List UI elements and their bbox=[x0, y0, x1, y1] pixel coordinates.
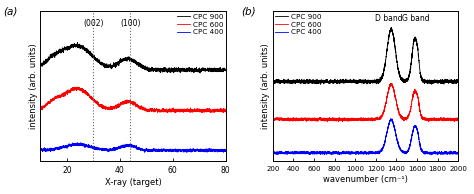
CPC 400 bbox=[440, 152, 446, 154]
CPC 400 bbox=[109, 149, 114, 152]
Line: CPC 400: CPC 400 bbox=[273, 119, 458, 155]
CPC 900 bbox=[74, 41, 80, 44]
CPC 900 bbox=[59, 50, 64, 53]
CPC 900 bbox=[348, 81, 354, 83]
CPC 400 bbox=[348, 152, 354, 155]
Text: (a): (a) bbox=[3, 7, 18, 17]
CPC 600 bbox=[270, 119, 275, 121]
CPC 600 bbox=[349, 119, 355, 121]
CPC 600 bbox=[70, 89, 75, 91]
CPC 900 bbox=[109, 66, 114, 68]
CPC 600 bbox=[223, 111, 228, 113]
CPC 600 bbox=[74, 86, 80, 88]
CPC 400 bbox=[388, 118, 394, 120]
CPC 400 bbox=[219, 149, 225, 151]
Y-axis label: intensity (arb. units): intensity (arb. units) bbox=[28, 43, 37, 129]
CPC 600 bbox=[200, 110, 205, 113]
CPC 600 bbox=[348, 118, 354, 120]
CPC 400 bbox=[270, 152, 275, 154]
Legend: CPC 900, CPC 600, CPC 400: CPC 900, CPC 600, CPC 400 bbox=[177, 14, 224, 35]
Text: (100): (100) bbox=[120, 19, 141, 28]
CPC 400 bbox=[184, 151, 190, 154]
CPC 600 bbox=[109, 108, 114, 110]
Text: (b): (b) bbox=[241, 7, 256, 17]
CPC 900 bbox=[358, 81, 364, 83]
Y-axis label: intensity (arb. units): intensity (arb. units) bbox=[261, 43, 270, 129]
CPC 400 bbox=[200, 150, 205, 152]
CPC 600 bbox=[172, 112, 178, 114]
CPC 900 bbox=[318, 83, 323, 85]
CPC 600 bbox=[117, 104, 122, 107]
CPC 900 bbox=[223, 68, 228, 71]
CPC 600 bbox=[440, 117, 446, 119]
CPC 600 bbox=[219, 110, 225, 112]
CPC 400 bbox=[349, 153, 355, 155]
X-axis label: wavenumber (cm⁻¹): wavenumber (cm⁻¹) bbox=[323, 175, 408, 184]
CPC 400 bbox=[358, 151, 364, 154]
CPC 900 bbox=[440, 82, 446, 84]
CPC 600 bbox=[455, 118, 461, 120]
Line: CPC 400: CPC 400 bbox=[40, 143, 226, 152]
CPC 400 bbox=[455, 152, 461, 154]
Line: CPC 900: CPC 900 bbox=[40, 42, 226, 73]
CPC 400 bbox=[450, 152, 456, 154]
CPC 400 bbox=[78, 142, 83, 144]
Text: (002): (002) bbox=[83, 19, 103, 28]
CPC 600 bbox=[37, 105, 43, 107]
CPC 600 bbox=[388, 82, 394, 84]
Line: CPC 600: CPC 600 bbox=[273, 83, 458, 122]
CPC 900 bbox=[405, 79, 410, 81]
Text: D band: D band bbox=[375, 14, 403, 23]
CPC 400 bbox=[70, 142, 75, 144]
CPC 900 bbox=[37, 63, 43, 66]
CPC 600 bbox=[358, 118, 364, 120]
CPC 400 bbox=[59, 146, 64, 149]
CPC 600 bbox=[336, 121, 341, 123]
CPC 900 bbox=[117, 61, 122, 64]
Text: G band: G band bbox=[402, 14, 430, 23]
CPC 400 bbox=[223, 150, 228, 152]
Line: CPC 900: CPC 900 bbox=[273, 28, 458, 84]
CPC 900 bbox=[388, 26, 394, 29]
CPC 400 bbox=[405, 150, 410, 152]
Line: CPC 600: CPC 600 bbox=[40, 87, 226, 113]
CPC 400 bbox=[429, 154, 435, 156]
CPC 900 bbox=[219, 68, 225, 71]
CPC 900 bbox=[349, 80, 355, 82]
CPC 900 bbox=[70, 44, 75, 46]
Legend: CPC 900, CPC 600, CPC 400: CPC 900, CPC 600, CPC 400 bbox=[275, 14, 321, 35]
CPC 600 bbox=[450, 118, 456, 120]
CPC 900 bbox=[270, 81, 275, 83]
CPC 900 bbox=[455, 80, 461, 82]
CPC 900 bbox=[171, 72, 176, 74]
X-axis label: X-ray (target): X-ray (target) bbox=[105, 178, 161, 187]
CPC 600 bbox=[59, 94, 64, 97]
CPC 400 bbox=[37, 148, 43, 150]
CPC 900 bbox=[450, 79, 456, 81]
CPC 600 bbox=[405, 116, 410, 118]
CPC 400 bbox=[117, 146, 122, 149]
CPC 900 bbox=[200, 67, 205, 70]
